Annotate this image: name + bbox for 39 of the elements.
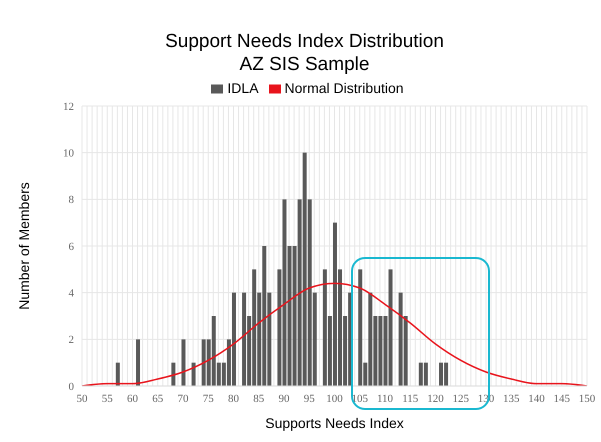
y-tick-label: 0 — [68, 380, 74, 393]
x-tick-label: 150 — [578, 392, 596, 405]
x-tick-label: 105 — [352, 392, 368, 405]
y-tick-label: 4 — [68, 288, 74, 300]
x-tick-label: 110 — [376, 392, 394, 405]
x-tick-label: 90 — [278, 392, 290, 405]
x-tick-label: 70 — [178, 392, 189, 405]
y-tick-label: 6 — [68, 240, 74, 253]
x-tick-label: 100 — [326, 392, 344, 405]
x-tick-label: 135 — [503, 392, 520, 405]
x-tick-label: 75 — [202, 392, 214, 405]
y-tick-label: 8 — [68, 194, 74, 206]
x-tick-label: 85 — [253, 392, 265, 405]
x-tick-label: 65 — [152, 392, 164, 405]
chart-title: Support Needs Index Distribution — [164, 30, 445, 53]
bar — [116, 362, 120, 386]
x-tick-label: 145 — [554, 392, 570, 405]
x-tick-label: 55 — [102, 392, 114, 405]
y-tick-label: 2 — [68, 334, 74, 346]
x-tick-label: 95 — [304, 392, 316, 405]
x-tick-label: 60 — [127, 392, 138, 405]
line-series — [82, 282, 587, 386]
x-tick-label: 120 — [427, 392, 444, 405]
bar — [192, 362, 196, 386]
x-tick-label: 125 — [452, 392, 470, 405]
y-tick-label: 12 — [63, 100, 74, 113]
bar — [136, 339, 140, 386]
x-axis-title: Supports Needs Index — [265, 415, 404, 431]
legend-label: IDLA — [227, 80, 259, 96]
bar — [171, 362, 176, 386]
y-axis-title: Number of Members — [16, 182, 32, 310]
legend-label: Normal Distribution — [284, 80, 404, 96]
x-tick-label: 80 — [228, 392, 240, 405]
chart-subtitle: AZ SIS Sample — [238, 53, 370, 76]
bar — [181, 339, 186, 386]
x-tick-label: 115 — [402, 392, 419, 405]
x-tick-label: 50 — [76, 392, 88, 405]
y-tick-label: 10 — [63, 148, 74, 160]
x-tick-label: 140 — [528, 392, 546, 405]
